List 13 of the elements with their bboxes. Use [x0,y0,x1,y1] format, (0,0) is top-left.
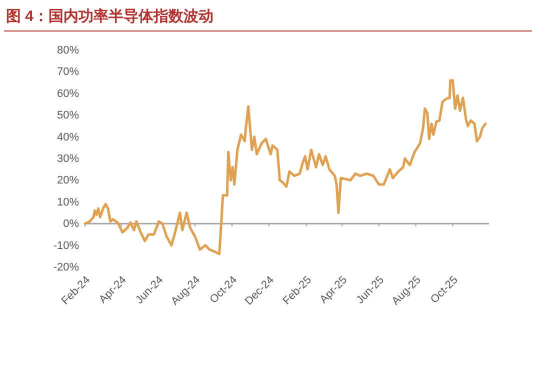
line-series [84,79,487,256]
y-tick-label: 10% [56,196,80,208]
y-tick-label: 50% [56,110,80,122]
y-tick-label: 0% [63,218,80,230]
y-tick-label: -20% [53,262,80,274]
y-tick-label: -10% [53,240,80,252]
y-tick-label: 20% [56,174,80,187]
y-tick-label: 60% [56,88,80,100]
chart-title: 图 4：国内功率半导体指数波动 [6,7,214,25]
y-tick-label: 30% [56,153,80,166]
y-tick-label: 80% [56,44,80,57]
y-tick-label: 70% [56,66,80,78]
y-tick-label: 40% [56,131,80,144]
